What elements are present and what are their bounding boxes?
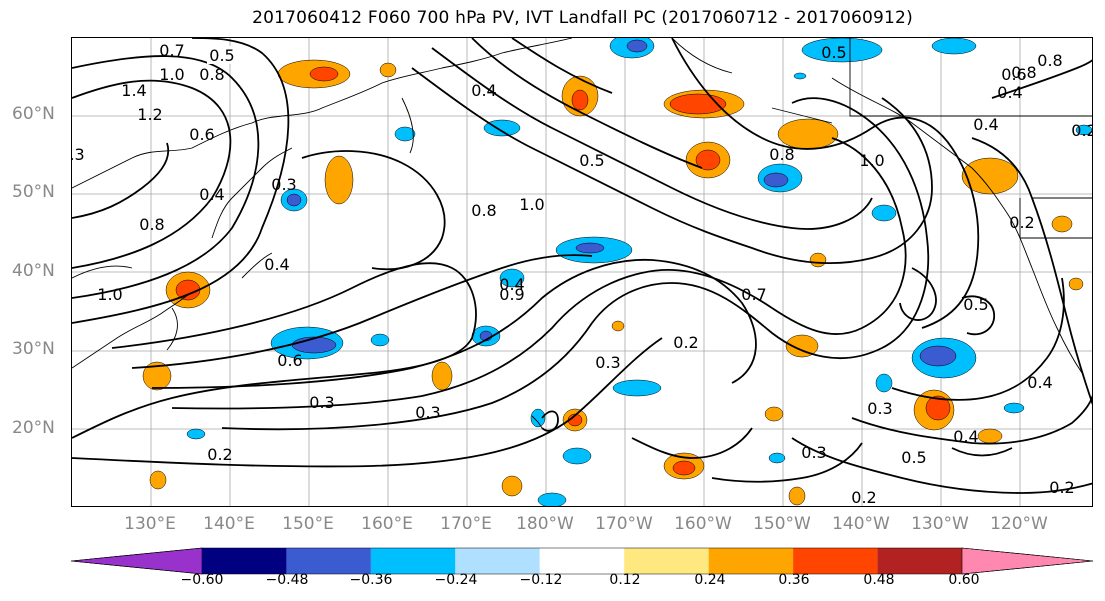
contour-label: 1.0 [159, 65, 184, 84]
lat-label: 50°N [12, 182, 55, 202]
lon-label: 170°E [440, 514, 492, 534]
contour-label: 0.3 [801, 443, 826, 462]
colorbar-tick-label: 0.36 [778, 572, 810, 588]
colorbar [70, 547, 1094, 575]
colorbar-tick-label: −0.48 [265, 572, 309, 588]
colorbar-segment [793, 548, 878, 574]
colorbar-outline [70, 547, 1094, 575]
contour-label: 0.6 [189, 125, 214, 144]
colorbar-segment [370, 548, 456, 574]
contour-label: 1.0 [97, 285, 122, 304]
contour-label: 0.3 [415, 403, 440, 422]
colorbar-tick-label: −0.60 [180, 572, 224, 588]
contour-label: 0.4 [997, 83, 1022, 102]
colorbar-tick-label: 0.48 [863, 572, 895, 588]
contour-label: 0.6 [277, 351, 302, 370]
map-title: 2017060412 F060 700 hPa PV, IVT Landfall… [252, 8, 913, 28]
contour-label: 0.8 [1037, 51, 1062, 70]
contour-label: 1.2 [137, 105, 162, 124]
map-plot: 0.5 0.7 0.8 1.0 1.4 1.2 0.6 0.3 0.4 0.8 … [72, 38, 1093, 507]
contour-label: 0.3 [309, 393, 334, 412]
lon-label: 130°E [124, 514, 176, 534]
contour-label: 0.8 [139, 215, 164, 234]
contour-label: 0.8 [471, 201, 496, 220]
contour-label: 0.4 [499, 275, 524, 294]
colorbar-tick-label: 0.24 [694, 572, 726, 588]
contour-label: 0.3 [271, 175, 296, 194]
contour-label: 0.8 [1011, 63, 1036, 82]
contour-label: 0.9 [499, 285, 524, 304]
pv-contours [72, 38, 1092, 494]
colorbar-segment [286, 548, 371, 574]
lon-label: 170°W [595, 514, 653, 534]
contour-label: 0.2 [1071, 121, 1093, 140]
lon-label: 130°W [911, 514, 969, 534]
contour-label: 0.3 [867, 399, 892, 418]
lat-label: 60°N [12, 104, 55, 124]
colorbar-segment [961, 547, 1094, 575]
lon-label: 160°W [674, 514, 732, 534]
lon-label: 140°W [832, 514, 890, 534]
lon-label: 140°E [203, 514, 255, 534]
contour-label: 1.4 [121, 81, 146, 100]
contour-label: 0.5 [209, 46, 234, 65]
contour-label: 0.2 [851, 488, 876, 507]
contour-label: 1.0 [519, 195, 544, 214]
contour-label: 0.3 [72, 145, 85, 164]
colorbar-tick-label: 0.12 [609, 572, 641, 588]
map-panel: 0.5 0.7 0.8 1.0 1.4 1.2 0.6 0.3 0.4 0.8 … [71, 37, 1093, 507]
contour-label: 0.8 [769, 145, 794, 164]
lat-label: 30°N [12, 339, 55, 359]
contour-label: 0.5 [579, 151, 604, 170]
pv-shading [142, 38, 1092, 506]
lon-label: 150°W [753, 514, 811, 534]
colorbar-segment [70, 547, 203, 575]
contour-label: 0.2 [207, 445, 232, 464]
colorbar-segment [877, 548, 962, 574]
contour-label: 0.8 [199, 65, 224, 84]
contour-label: 0.2 [673, 333, 698, 352]
colorbar-segment [708, 548, 794, 574]
colorbar-segment [202, 548, 287, 574]
lat-label: 20°N [12, 418, 55, 438]
colorbar-tick-label: −0.36 [349, 572, 393, 588]
colorbar-segment [539, 548, 625, 574]
contour-label: 0.3 [595, 353, 620, 372]
contour-label: 0.6 [1001, 65, 1026, 84]
coastlines [72, 38, 1092, 429]
colorbar-segment [455, 548, 540, 574]
colorbar-tick-label: −0.12 [519, 572, 563, 588]
lat-label: 40°N [12, 261, 55, 281]
contour-label: 1.0 [859, 151, 884, 170]
lon-label: 120°W [990, 514, 1048, 534]
contour-label: 0.4 [199, 185, 224, 204]
colorbar-tick-label: 0.60 [948, 572, 980, 588]
contour-label: 0.4 [973, 115, 998, 134]
contour-label: 0.5 [901, 448, 926, 467]
contour-label: 0.4 [953, 427, 978, 446]
colorbar-tick-label: −0.24 [434, 572, 478, 588]
contour-labels: 0.5 0.7 0.8 1.0 1.4 1.2 0.6 0.3 0.4 0.8 … [72, 41, 1093, 507]
contour-label: 0.4 [264, 255, 289, 274]
lon-label: 150°E [282, 514, 334, 534]
contour-label: 0.7 [159, 41, 184, 60]
lon-label: 180°W [516, 514, 574, 534]
contour-label: 0.5 [963, 295, 988, 314]
contour-label: 0.2 [1049, 478, 1074, 497]
contour-label: 0.2 [1009, 213, 1034, 232]
contour-label: 0.7 [741, 285, 766, 304]
contour-label: 0.5 [821, 43, 846, 62]
lon-label: 160°E [361, 514, 413, 534]
colorbar-segment [624, 548, 709, 574]
contour-label: 0.4 [1027, 373, 1052, 392]
contour-label: 0.4 [471, 81, 496, 100]
